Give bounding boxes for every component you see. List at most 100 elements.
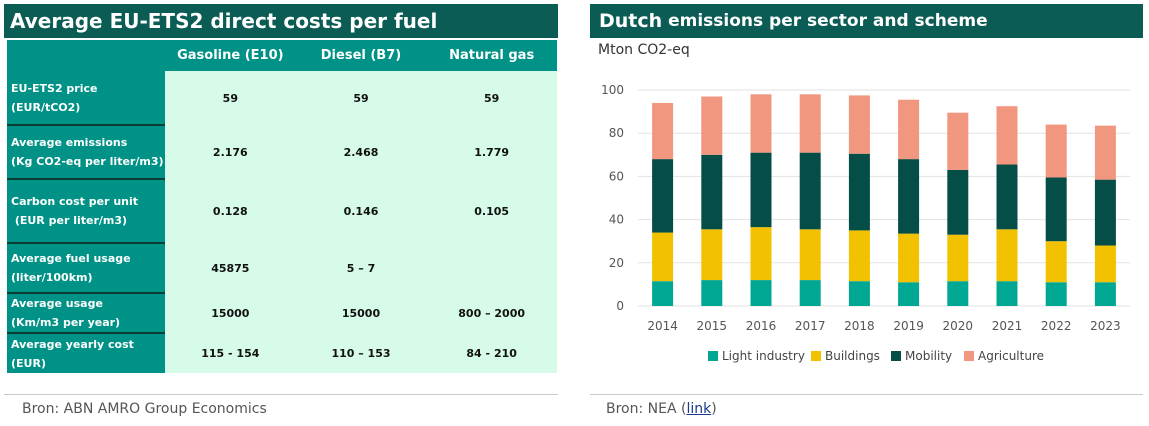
- legend-label-light-industry: Light industry: [722, 349, 805, 363]
- legend-mobility: Mobility: [891, 349, 952, 363]
- legend-label-agriculture: Agriculture: [978, 349, 1044, 363]
- bar-segment-light-industry: [701, 280, 723, 306]
- bar-segment-light-industry: [1045, 282, 1067, 306]
- row-label-line1: Average usage: [11, 297, 103, 310]
- right-source-prefix: Bron: NEA (: [606, 401, 687, 417]
- cost-table-header: Gasoline (E10) Diesel (B7) Natural gas: [7, 40, 557, 71]
- bar-segment-buildings: [898, 233, 920, 283]
- cost-table-title: Average EU-ETS2 direct costs per fuel: [4, 4, 558, 38]
- chart-title-part2: emissions per sector and scheme: [662, 11, 988, 31]
- bar-segment-buildings: [701, 229, 723, 281]
- cell-natural-gas: 59: [426, 71, 557, 125]
- row-label: EU-ETS2 price (EUR/tCO2): [7, 71, 165, 126]
- cell-gasoline: 45875: [165, 243, 296, 293]
- x-tick-label: 2021: [992, 319, 1023, 333]
- row-label-line2: (Kg CO2-eq per liter/m3): [11, 155, 164, 168]
- bar-segment-mobility: [750, 152, 772, 228]
- bar-segment-mobility: [947, 169, 969, 235]
- legend-buildings: Buildings: [811, 349, 880, 363]
- bar-segment-light-industry: [898, 282, 920, 306]
- legend-swatch-light-industry: [708, 351, 718, 361]
- bar-segment-buildings: [750, 227, 772, 281]
- bar-segment-buildings: [848, 230, 870, 282]
- bar-segment-agriculture: [750, 94, 772, 153]
- right-source-divider: [590, 394, 1143, 395]
- row-label-line2: (EUR/tCO2): [11, 100, 81, 114]
- cell-gasoline: 2.176: [165, 125, 296, 179]
- cell-natural-gas: 0.105: [426, 179, 557, 243]
- bar-segment-agriculture: [848, 95, 870, 154]
- cell-natural-gas: 1.779: [426, 125, 557, 179]
- bar-segment-mobility: [996, 164, 1018, 230]
- bar-segment-mobility: [848, 153, 870, 231]
- chart-y-unit: Mton CO2-eq: [598, 42, 690, 58]
- bar-segment-buildings: [799, 229, 821, 281]
- legend-light-industry: Light industry: [708, 349, 805, 363]
- row-label: Average yearly cost (EUR): [7, 333, 165, 373]
- table-row: Average yearly cost (EUR) 115 - 154 110 –…: [7, 333, 557, 373]
- bar-segment-agriculture: [1094, 125, 1116, 180]
- header-empty: [7, 40, 165, 71]
- chart-title: Dutch emissions per sector and scheme: [590, 4, 1143, 38]
- x-tick-label: 2017: [795, 319, 826, 333]
- row-label-line1: Carbon cost per unit: [11, 195, 139, 208]
- table-row: EU-ETS2 price (EUR/tCO2) 59 59 59: [7, 71, 557, 126]
- table-row: Average emissions (Kg CO2-eq per liter/m3…: [7, 125, 557, 180]
- bar-segment-light-industry: [652, 281, 674, 306]
- cell-natural-gas: 800 – 2000: [426, 293, 557, 333]
- header-natural-gas: Natural gas: [426, 40, 557, 71]
- left-source: Bron: ABN AMRO Group Economics: [22, 401, 267, 417]
- left-source-divider: [4, 394, 558, 395]
- header-diesel: Diesel (B7): [295, 40, 427, 71]
- y-tick-label: 80: [609, 126, 624, 140]
- cost-table-title-text: Average EU-ETS2 direct costs per fuel: [10, 9, 438, 33]
- bar-segment-light-industry: [1094, 282, 1116, 306]
- source-link[interactable]: link: [686, 401, 712, 417]
- bar-segment-mobility: [1045, 177, 1067, 242]
- cell-diesel: 59: [295, 71, 427, 125]
- bar-segment-buildings: [1094, 245, 1116, 283]
- bar-segment-buildings: [996, 229, 1018, 282]
- y-tick-label: 0: [616, 299, 624, 313]
- cell-diesel: 2.468: [295, 125, 427, 179]
- bar-segment-agriculture: [652, 102, 674, 160]
- bar-segment-agriculture: [898, 99, 920, 160]
- bar-segment-light-industry: [750, 280, 772, 306]
- x-tick-label: 2018: [844, 319, 875, 333]
- cost-table: Gasoline (E10) Diesel (B7) Natural gas E…: [7, 40, 557, 373]
- row-label-line2: (Km/m3 per year): [11, 316, 121, 329]
- bar-segment-light-industry: [848, 281, 870, 306]
- bar-segment-buildings: [1045, 241, 1067, 283]
- table-row: Average usage (Km/m3 per year) 15000 1500…: [7, 293, 557, 334]
- row-label: Average fuel usage (liter/100km): [7, 243, 165, 294]
- row-label-line1: Average yearly cost: [11, 337, 134, 351]
- right-source: Bron: NEA (link): [606, 401, 717, 417]
- row-label-line2: (liter/100km): [11, 271, 93, 284]
- x-tick-label: 2023: [1090, 319, 1121, 333]
- cell-diesel: 0.146: [295, 179, 427, 243]
- header-gasoline: Gasoline (E10): [165, 40, 296, 71]
- bar-segment-mobility: [652, 159, 674, 233]
- x-tick-label: 2022: [1041, 319, 1072, 333]
- bar-segment-agriculture: [996, 106, 1018, 165]
- table-row: Carbon cost per unit (EUR per liter/m3) …: [7, 179, 557, 244]
- bar-segment-agriculture: [1045, 124, 1067, 178]
- row-label: Average usage (Km/m3 per year): [7, 293, 165, 334]
- legend-swatch-mobility: [891, 351, 901, 361]
- x-tick-label: 2016: [746, 319, 777, 333]
- row-label-line2: (EUR): [11, 356, 46, 370]
- bar-segment-agriculture: [947, 112, 969, 170]
- emissions-chart: 0 20 40 60 80 100 2014 2015 2016 2017 2018 2019 2020…: [601, 83, 1130, 333]
- x-tick-label: 2019: [893, 319, 924, 333]
- right-source-suffix: ): [711, 401, 717, 417]
- cell-gasoline: 0.128: [165, 179, 296, 243]
- bar-segment-light-industry: [799, 280, 821, 306]
- y-tick-label: 100: [601, 83, 624, 97]
- cell-gasoline: 15000: [165, 293, 296, 333]
- row-label: Carbon cost per unit (EUR per liter/m3): [7, 179, 165, 244]
- cell-diesel: 110 – 153: [295, 333, 427, 373]
- legend-label-buildings: Buildings: [825, 349, 880, 363]
- row-label: Average emissions (Kg CO2-eq per liter/m3…: [7, 125, 165, 180]
- x-tick-label: 2014: [647, 319, 678, 333]
- legend-swatch-buildings: [811, 351, 821, 361]
